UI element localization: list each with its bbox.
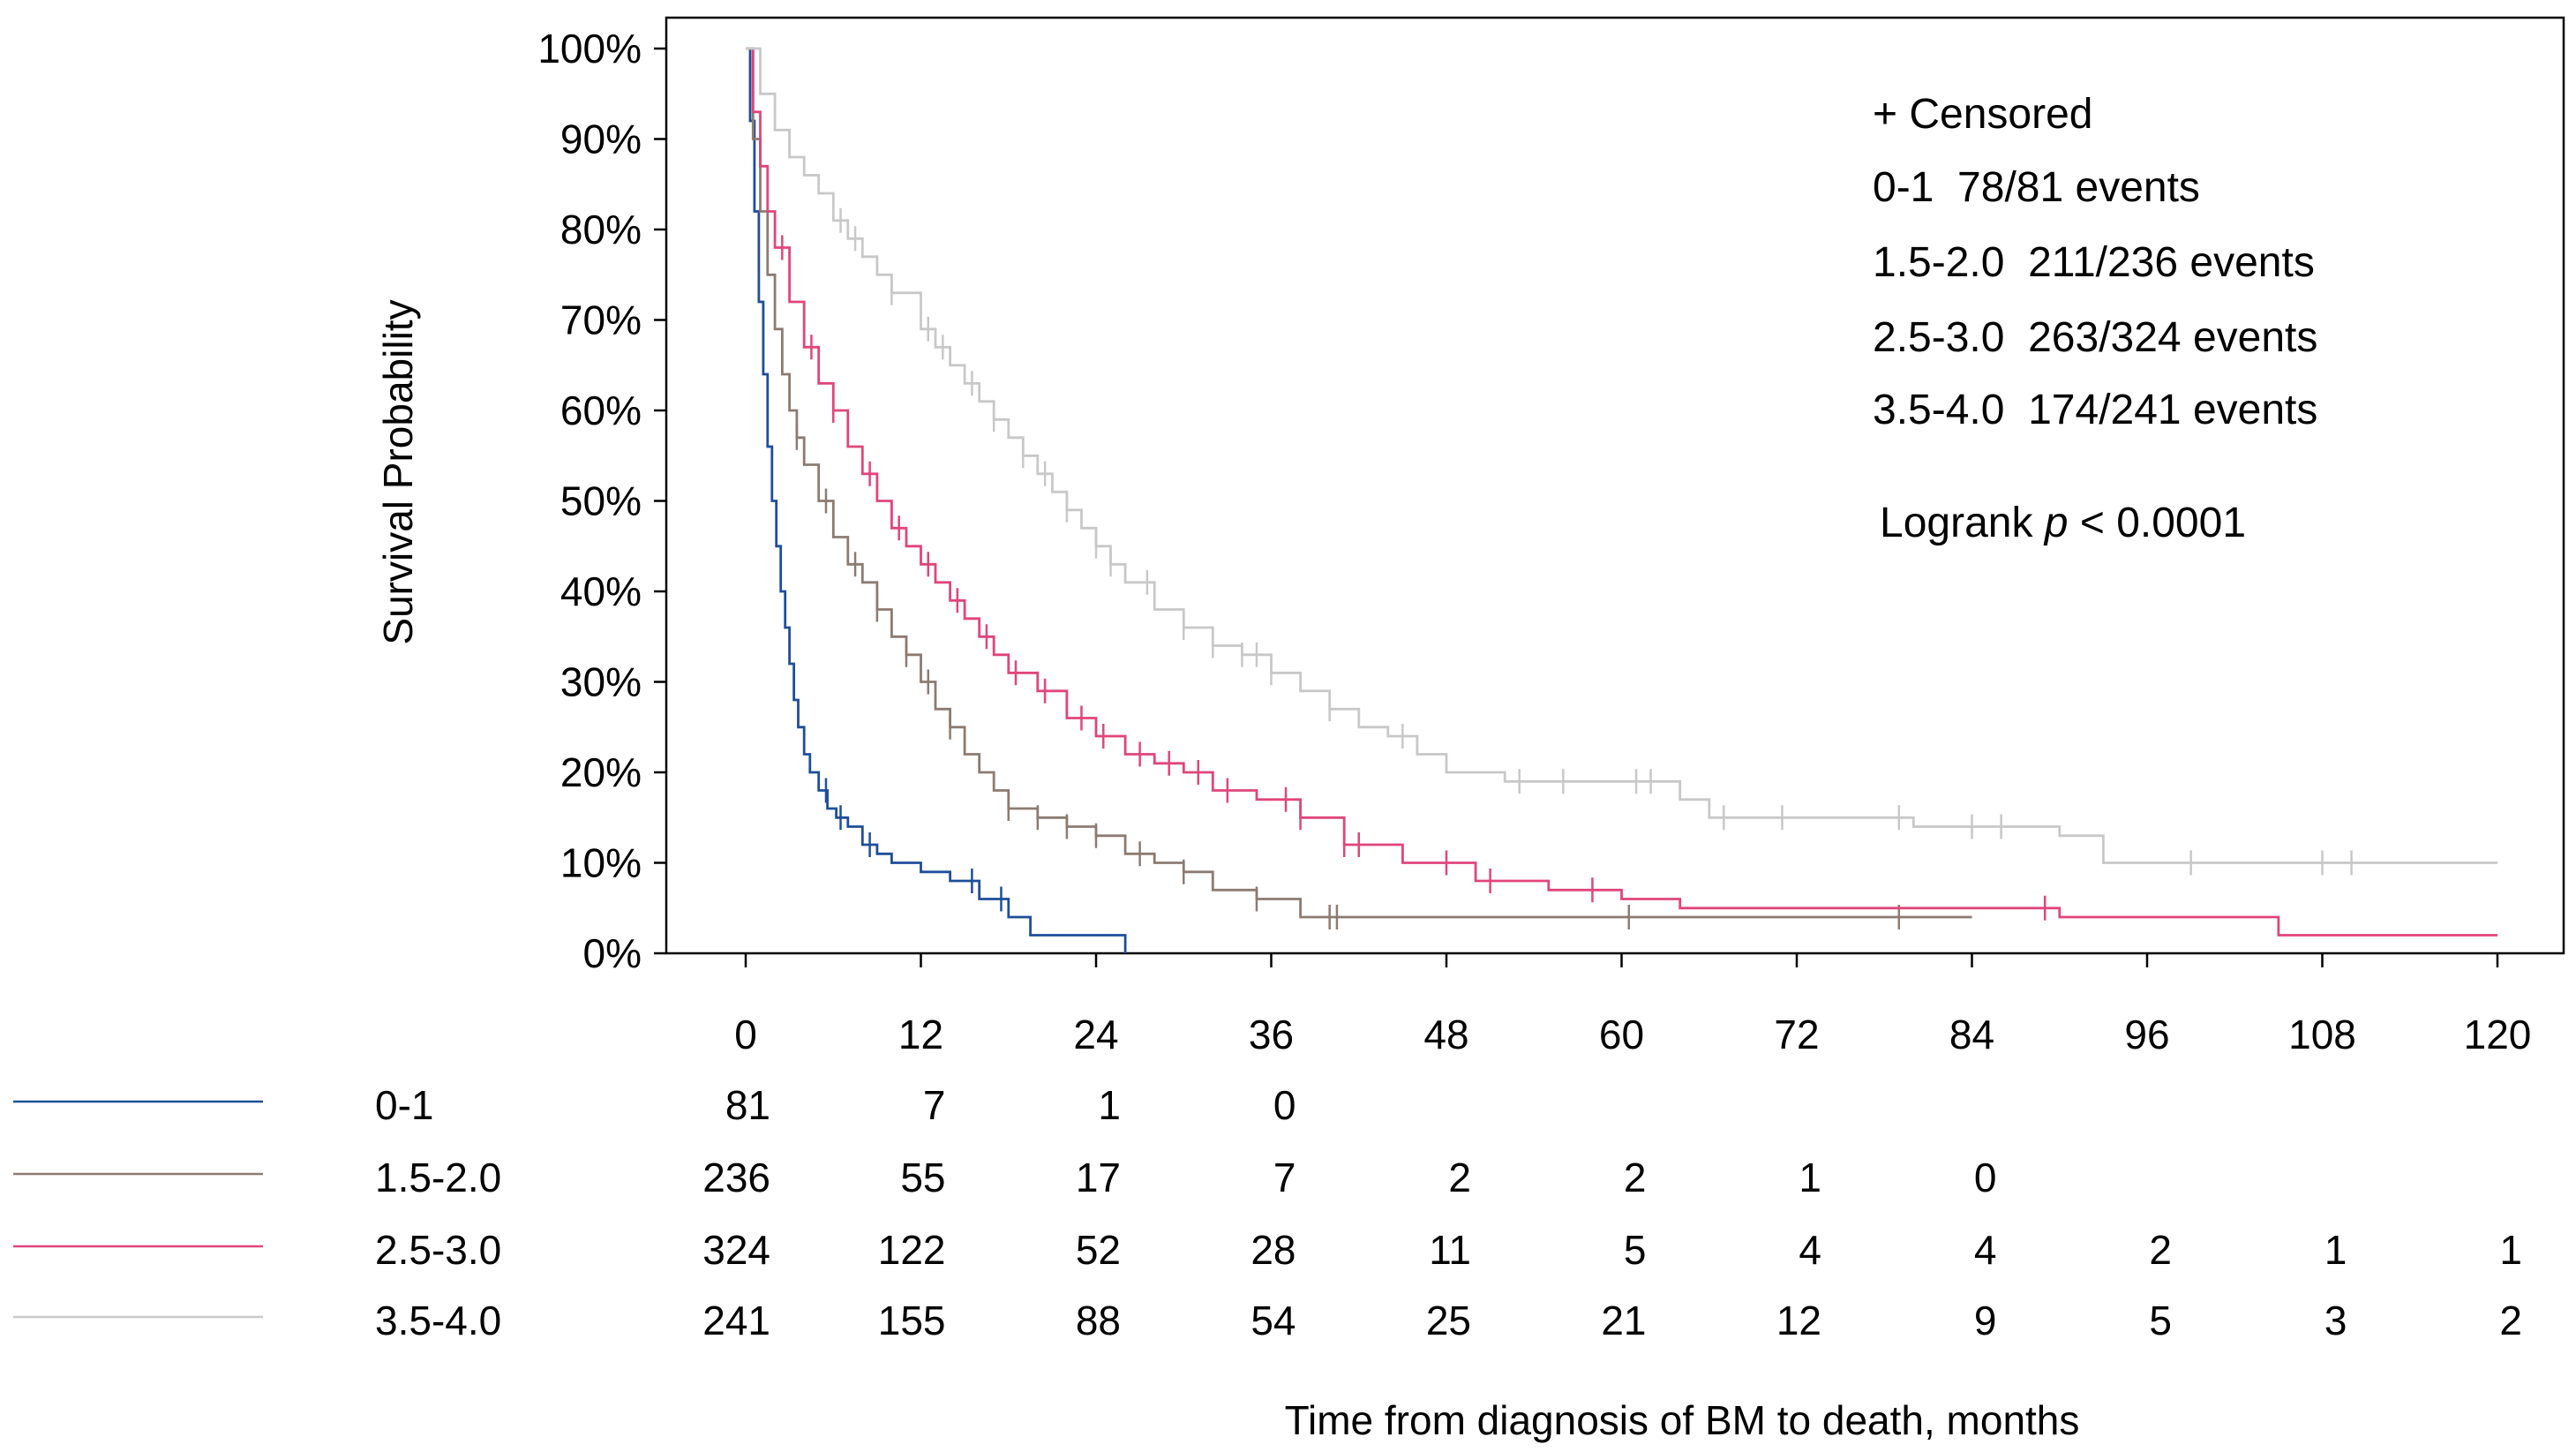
survival-curve-1.5-2.0 — [746, 47, 1972, 919]
logrank-p-symbol: p — [2043, 500, 2069, 546]
risk-count: 25 — [1426, 1298, 1471, 1343]
risk-count: 122 — [878, 1227, 946, 1273]
x-tick-label: 36 — [1249, 1012, 1294, 1057]
risk-row-label: 0-1 — [375, 1082, 433, 1128]
y-axis: 0% 10% 20% 30% 40% 50% 60% 70% 80% 90% 100% — [537, 26, 666, 976]
y-tick-label: 30% — [560, 659, 642, 705]
risk-count: 5 — [2149, 1298, 2172, 1343]
risk-count: 0 — [1273, 1082, 1296, 1128]
survival-curve-2.5-3.0 — [746, 47, 2497, 937]
legend-entry: 2.5-3.0 263/324 events — [1873, 314, 2317, 361]
y-tick-label: 20% — [560, 749, 642, 795]
x-tick-label: 24 — [1073, 1012, 1118, 1057]
y-tick-label: 90% — [560, 117, 642, 162]
risk-count: 2 — [1448, 1155, 1471, 1200]
risk-row-label: 3.5-4.0 — [375, 1298, 501, 1343]
y-tick-label: 10% — [560, 840, 642, 886]
risk-row-label: 1.5-2.0 — [375, 1155, 501, 1200]
risk-count: 1 — [2324, 1227, 2347, 1273]
survival-curves — [746, 47, 2497, 953]
x-tick-label: 60 — [1599, 1012, 1644, 1057]
risk-row-label: 2.5-3.0 — [375, 1227, 501, 1273]
risk-count: 1 — [1098, 1082, 1121, 1128]
logrank-prefix: Logrank — [1880, 500, 2045, 546]
legend-entry: 0-1 78/81 events — [1873, 164, 2200, 211]
y-tick-label: 0% — [583, 930, 642, 976]
x-tick-label: 108 — [2288, 1012, 2356, 1057]
y-tick-label: 100% — [537, 26, 642, 71]
risk-count: 52 — [1076, 1227, 1121, 1273]
risk-count: 55 — [900, 1155, 945, 1200]
risk-count: 9 — [1974, 1298, 1997, 1343]
risk-count: 2 — [2499, 1298, 2522, 1343]
y-tick-label: 60% — [560, 387, 642, 433]
risk-count: 3 — [2324, 1298, 2347, 1343]
y-tick-label: 50% — [560, 478, 642, 524]
legend-entry: 3.5-4.0 174/241 events — [1873, 387, 2317, 433]
risk-count: 17 — [1076, 1155, 1121, 1200]
risk-count: 21 — [1601, 1298, 1646, 1343]
y-tick-label: 70% — [560, 297, 642, 343]
x-tick-label: 120 — [2464, 1012, 2532, 1057]
y-tick-label: 80% — [560, 207, 642, 252]
risk-count: 12 — [1776, 1298, 1821, 1343]
plot-frame — [665, 16, 2565, 955]
y-tick-label: 40% — [560, 568, 642, 614]
risk-count: 54 — [1250, 1298, 1296, 1343]
risk-count: 236 — [702, 1155, 770, 1200]
x-tick-label: 12 — [898, 1012, 943, 1057]
risk-count: 0 — [1974, 1155, 1997, 1200]
logrank-annotation: Logrank p < 0.0001 — [1880, 500, 2246, 546]
risk-count: 11 — [1429, 1227, 1471, 1273]
risk-count: 28 — [1250, 1227, 1296, 1273]
risk-count: 155 — [878, 1298, 946, 1343]
risk-count: 241 — [702, 1298, 770, 1343]
risk-count: 2 — [2149, 1227, 2172, 1273]
x-tick-label: 72 — [1774, 1012, 1819, 1057]
risk-count: 5 — [1624, 1227, 1647, 1273]
risk-count: 4 — [1799, 1227, 1821, 1273]
risk-count: 81 — [725, 1082, 770, 1128]
x-tick-label: 48 — [1423, 1012, 1468, 1057]
number-at-risk-table: 0-1 81 7 1 01.5-2.0 236 55 17 7 2 2 1 02.5-3.0 324 122… — [13, 1082, 2522, 1343]
x-tick-label: 0 — [734, 1012, 757, 1057]
x-tick-label: 84 — [1949, 1012, 1994, 1057]
risk-count: 4 — [1974, 1227, 1997, 1273]
survival-curve-3.5-4.0 — [746, 47, 2497, 864]
y-axis-title: Survival Probability — [375, 299, 421, 644]
risk-count: 1 — [1799, 1155, 1821, 1200]
risk-count: 88 — [1076, 1298, 1121, 1343]
risk-count: 2 — [1624, 1155, 1647, 1200]
legend-censored: + Censored — [1873, 91, 2093, 138]
risk-count: 324 — [702, 1227, 770, 1273]
survival-curve-0-1 — [746, 47, 1127, 953]
risk-count: 7 — [923, 1082, 946, 1128]
logrank-value: < 0.0001 — [2069, 500, 2247, 546]
x-axis: 0 12 24 36 48 60 72 84 96 108 120 — [734, 953, 2531, 1057]
legend-entry: 1.5-2.0 211/236 events — [1873, 239, 2315, 286]
risk-count: 7 — [1273, 1155, 1296, 1200]
legend: + Censored 0-1 78/81 events 1.5-2.0 211/… — [1873, 91, 2317, 546]
x-axis-title: Time from diagnosis of BM to death, mont… — [1285, 1397, 2080, 1443]
risk-count: 1 — [2499, 1227, 2522, 1273]
x-tick-label: 96 — [2124, 1012, 2169, 1057]
